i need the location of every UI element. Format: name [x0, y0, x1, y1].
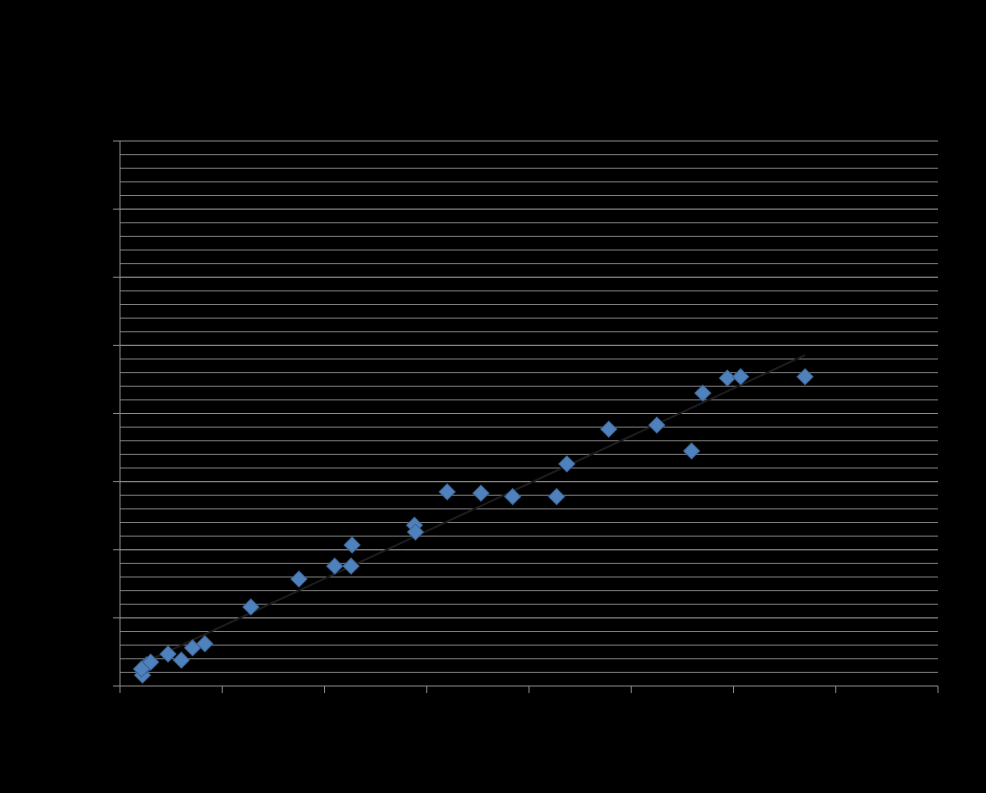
- point: [694, 384, 712, 402]
- point: [242, 598, 260, 616]
- point: [159, 645, 177, 663]
- point: [718, 369, 737, 387]
- point: [547, 487, 566, 506]
- point: [438, 483, 456, 501]
- point: [600, 420, 618, 438]
- point: [731, 368, 750, 386]
- point: [558, 455, 576, 473]
- point: [290, 570, 308, 588]
- point: [472, 484, 490, 502]
- point: [796, 368, 814, 386]
- point: [648, 416, 666, 434]
- point: [343, 536, 361, 554]
- point: [132, 660, 151, 678]
- point: [503, 487, 522, 506]
- point: [342, 557, 360, 575]
- point: [196, 635, 214, 653]
- point: [406, 523, 425, 541]
- point: [326, 557, 344, 575]
- point: [682, 442, 701, 460]
- point: [172, 651, 191, 669]
